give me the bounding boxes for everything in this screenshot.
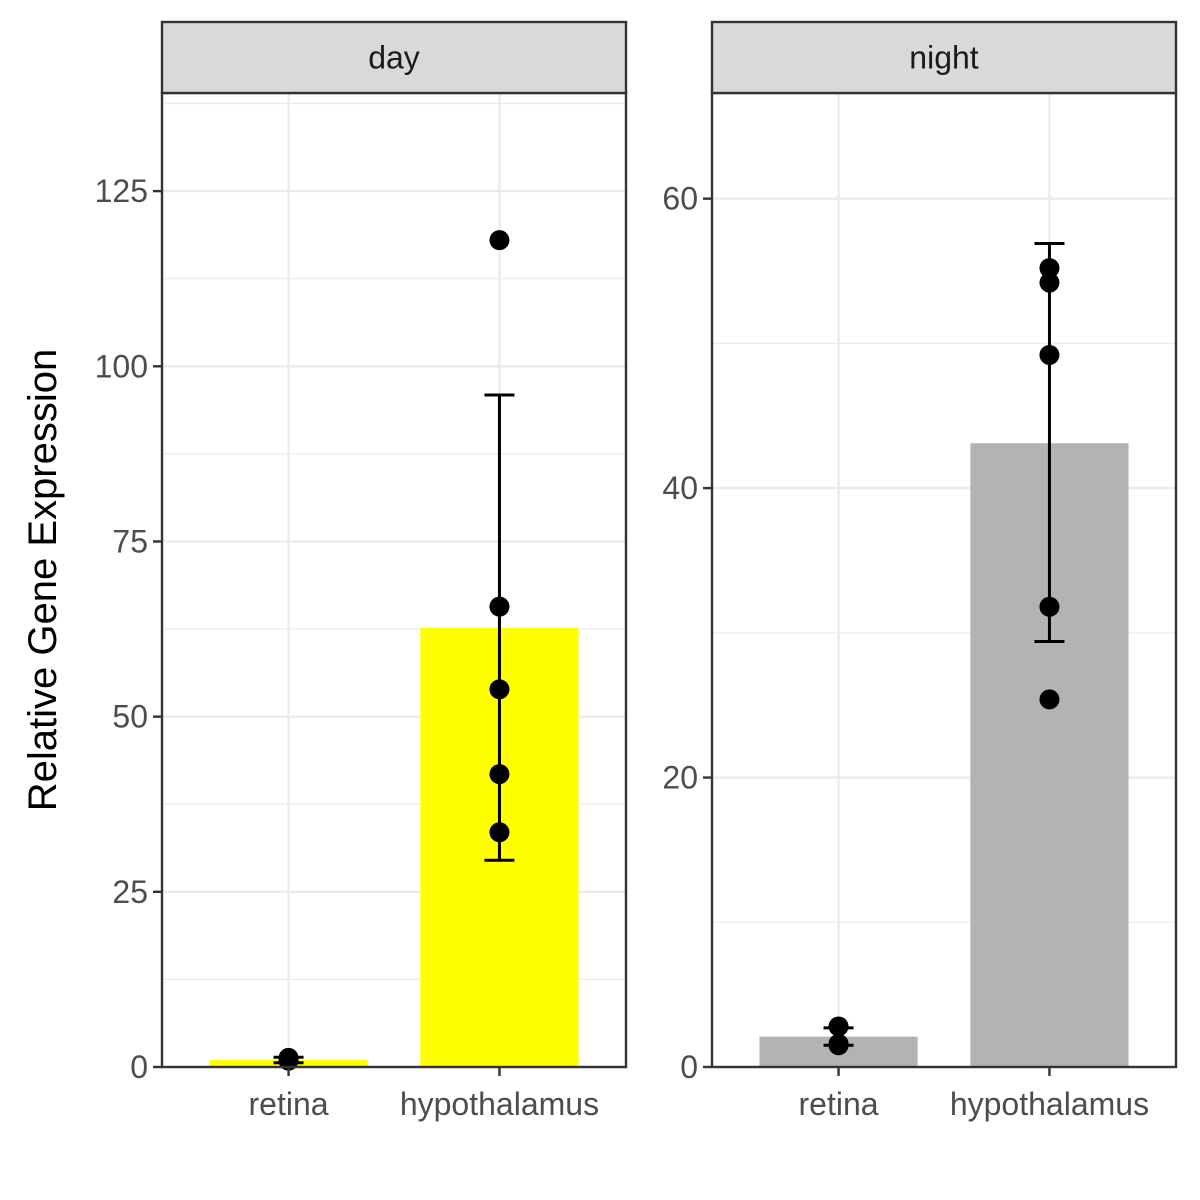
y-tick-label: 25 (112, 874, 148, 910)
y-tick-label: 100 (95, 348, 148, 384)
y-tick-label: 40 (662, 470, 698, 506)
data-point-hypothalamus (1039, 689, 1060, 710)
data-point-hypothalamus (1039, 258, 1060, 279)
data-point-hypothalamus (1039, 344, 1060, 365)
data-point-hypothalamus (489, 764, 510, 785)
facet-day: day 0 25 50 75 100 125 retina hypothalamus (95, 20, 628, 1122)
facet-strip (160, 20, 628, 95)
data-point-retina (278, 1050, 299, 1071)
y-tick-label: 0 (130, 1049, 148, 1085)
y-tick-label: 0 (680, 1049, 698, 1085)
data-point-hypothalamus (489, 230, 510, 251)
data-point-hypothalamus (1039, 596, 1060, 617)
y-tick-label: 20 (662, 760, 698, 796)
facet-strip-label: night (909, 40, 979, 76)
data-point-hypothalamus (489, 822, 510, 843)
x-tick-label: retina (249, 1086, 329, 1122)
facet-strip-label: day (368, 40, 420, 76)
y-tick-label: 75 (112, 523, 148, 559)
data-point-retina (828, 1016, 849, 1037)
data-point-hypothalamus (489, 596, 510, 617)
x-tick-label: retina (799, 1086, 879, 1122)
facet-night: night 0 20 40 60 retina hypothalamus (662, 20, 1178, 1122)
facet-strip (710, 20, 1178, 95)
facets-layer: day 0 25 50 75 100 125 retina hypothalamus night 0… (95, 20, 1178, 1122)
x-tick-label: hypothalamus (400, 1086, 599, 1122)
y-tick-label: 125 (95, 173, 148, 209)
data-point-hypothalamus (1039, 272, 1060, 293)
data-point-retina (828, 1035, 849, 1056)
y-tick-label: 50 (112, 699, 148, 735)
x-tick-label: hypothalamus (950, 1086, 1149, 1122)
y-tick-label: 60 (662, 181, 698, 217)
data-point-hypothalamus (489, 679, 510, 700)
y-axis-title: Relative Gene Expression (21, 349, 65, 811)
